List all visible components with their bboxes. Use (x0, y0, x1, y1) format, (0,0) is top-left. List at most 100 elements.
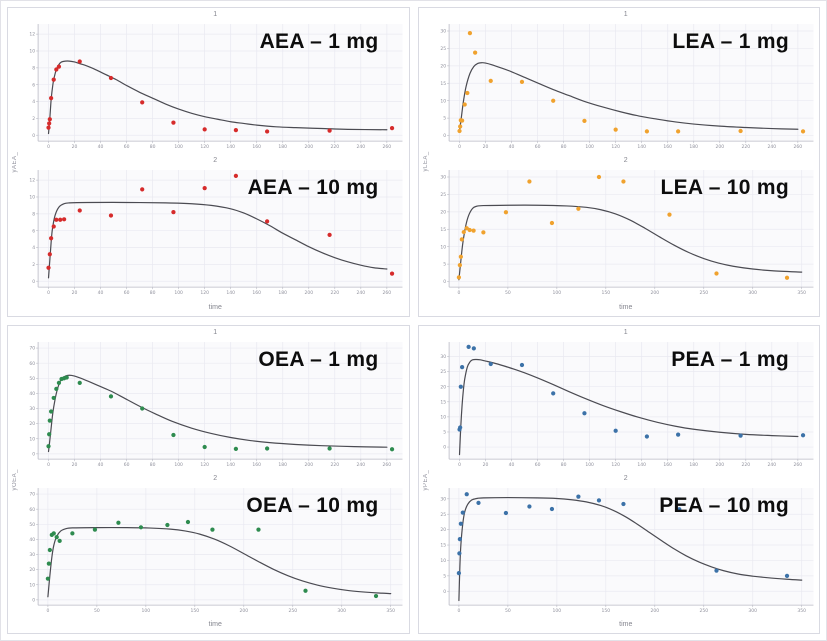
svg-text:0: 0 (443, 279, 446, 285)
svg-text:200: 200 (715, 462, 724, 468)
svg-text:5: 5 (443, 262, 446, 268)
svg-text:15: 15 (440, 81, 446, 87)
svg-text:300: 300 (337, 608, 346, 614)
svg-text:300: 300 (748, 290, 757, 296)
svg-text:0: 0 (47, 144, 50, 150)
subplot-title: PEA – 1 mg (671, 347, 789, 371)
svg-text:150: 150 (601, 608, 610, 614)
panel-lea: yLEA_ 1 0 20 40 60 80 100 120 140 160 180 200 220 24… (417, 7, 820, 317)
svg-text:70: 70 (29, 345, 35, 351)
svg-text:60: 60 (124, 290, 130, 296)
subplot-chart: 0 20 40 60 80 100 120 140 160 180 200 220 240 260 0 10 2… (29, 341, 403, 468)
svg-text:20: 20 (72, 144, 78, 150)
svg-text:0: 0 (457, 608, 460, 614)
svg-text:120: 120 (200, 144, 209, 150)
svg-text:50: 50 (94, 608, 100, 614)
svg-text:240: 240 (357, 462, 366, 468)
svg-text:220: 220 (330, 290, 339, 296)
svg-text:100: 100 (552, 608, 561, 614)
svg-text:30: 30 (440, 175, 446, 181)
svg-text:10: 10 (29, 49, 35, 55)
svg-text:0: 0 (32, 133, 35, 139)
svg-text:5: 5 (443, 116, 446, 122)
svg-text:60: 60 (124, 144, 130, 150)
svg-text:120: 120 (611, 144, 620, 150)
svg-text:180: 180 (278, 144, 287, 150)
svg-text:20: 20 (440, 384, 446, 390)
svg-text:5: 5 (443, 429, 446, 435)
x-axis-label: time (208, 621, 222, 628)
svg-text:2: 2 (32, 262, 35, 268)
svg-text:350: 350 (797, 290, 806, 296)
svg-text:100: 100 (174, 290, 183, 296)
svg-text:80: 80 (150, 144, 156, 150)
svg-text:25: 25 (440, 46, 446, 52)
svg-text:0: 0 (443, 133, 446, 139)
subplot-index: 1 (623, 11, 628, 18)
subplot-oea-1mg: 0 20 40 60 80 100 120 140 160 180 200 220 240 260 0 10 2… (22, 339, 409, 472)
subplot-index: 2 (623, 474, 628, 482)
svg-text:200: 200 (239, 608, 248, 614)
svg-text:0: 0 (458, 144, 461, 150)
svg-text:8: 8 (32, 65, 35, 71)
svg-text:150: 150 (601, 290, 610, 296)
svg-text:20: 20 (440, 527, 446, 533)
svg-text:200: 200 (715, 144, 724, 150)
svg-text:0: 0 (32, 451, 35, 457)
subplot-chart: 0 50 100 150 200 250 300 350 0 10 20 30 40 50 60 70 (29, 487, 403, 614)
svg-text:100: 100 (174, 144, 183, 150)
svg-text:20: 20 (482, 144, 488, 150)
svg-text:220: 220 (741, 462, 750, 468)
y-axis-label: yOEA_ (12, 468, 18, 491)
subplot-lea-1mg: 0 20 40 60 80 100 120 140 160 180 200 220 240 260 0 5 10… (433, 21, 820, 154)
svg-text:4: 4 (32, 245, 35, 251)
svg-text:8: 8 (32, 212, 35, 218)
panel-oea: yOEA_ 1 0 20 40 60 80 100 120 140 160 180 200 220 24… (7, 324, 410, 634)
svg-text:30: 30 (29, 406, 35, 412)
svg-text:200: 200 (650, 290, 659, 296)
svg-text:60: 60 (534, 462, 540, 468)
x-axis-label: time (619, 621, 633, 628)
svg-text:6: 6 (32, 82, 35, 88)
y-axis-label: yPEA_ (422, 468, 429, 490)
svg-text:140: 140 (226, 290, 235, 296)
svg-text:200: 200 (650, 608, 659, 614)
svg-text:350: 350 (797, 608, 806, 614)
svg-text:40: 40 (29, 391, 35, 397)
svg-text:200: 200 (304, 290, 313, 296)
svg-text:50: 50 (505, 608, 511, 614)
svg-text:160: 160 (252, 144, 261, 150)
svg-text:12: 12 (29, 32, 35, 38)
subplot-lea-10mg: 0 50 100 150 200 250 300 350 0 5 10 15 20 25 30 LEA – … (433, 167, 820, 300)
svg-text:240: 240 (767, 144, 776, 150)
svg-text:0: 0 (458, 462, 461, 468)
subplot-aea-1mg: 0 20 40 60 80 100 120 140 160 180 200 220 240 260 0 2 4 6… (22, 21, 409, 154)
x-axis-label: time (208, 303, 222, 311)
svg-text:10: 10 (440, 558, 446, 564)
svg-text:160: 160 (663, 462, 672, 468)
svg-text:30: 30 (29, 552, 35, 558)
svg-text:150: 150 (191, 608, 200, 614)
subplot-title: OEA – 10 mg (246, 493, 379, 517)
subplot-index: 1 (213, 11, 218, 18)
svg-text:5: 5 (443, 573, 446, 579)
svg-text:20: 20 (72, 290, 78, 296)
svg-text:0: 0 (46, 608, 49, 614)
svg-text:10: 10 (440, 414, 446, 420)
x-axis-label: time (619, 303, 633, 311)
svg-text:120: 120 (611, 462, 620, 468)
figure-grid: yAEA_ 1 0 20 40 60 80 100 120 140 160 180 200 220 24… (7, 7, 820, 634)
svg-text:300: 300 (748, 608, 757, 614)
svg-text:0: 0 (47, 462, 50, 468)
svg-text:40: 40 (508, 462, 514, 468)
svg-text:20: 20 (440, 210, 446, 216)
svg-text:0: 0 (47, 290, 50, 296)
y-axis-label: yAEA_ (12, 151, 18, 173)
subplot-index: 2 (213, 157, 218, 165)
svg-text:250: 250 (288, 608, 297, 614)
svg-text:260: 260 (383, 144, 392, 150)
subplot-aea-10mg: 0 20 40 60 80 100 120 140 160 180 200 220 240 260 0 2 4 6… (22, 167, 409, 300)
svg-text:12: 12 (29, 178, 35, 184)
svg-text:180: 180 (689, 144, 698, 150)
svg-text:100: 100 (552, 290, 561, 296)
